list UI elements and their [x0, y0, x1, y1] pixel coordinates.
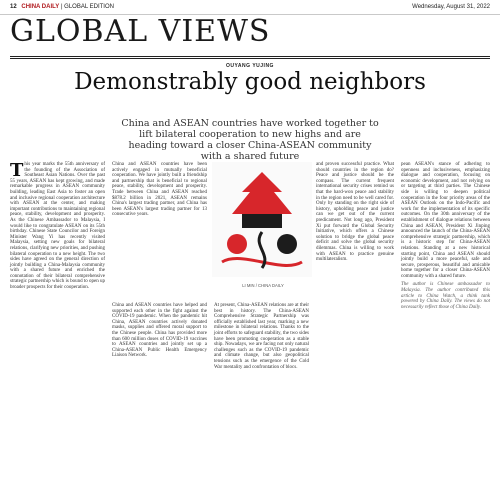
column-6-text: pean ASEAN's stance of adhering to openn… — [401, 162, 490, 279]
article-column-6: pean ASEAN's stance of adhering to openn… — [401, 162, 490, 310]
section-title: GLOBAL VIEWS — [10, 14, 271, 49]
page-number: 12 — [10, 4, 17, 10]
column-2-text: China and ASEAN countries have been acti… — [112, 162, 207, 218]
page-header: 12 CHINA DAILY | GLOBAL EDITION Wednesda… — [0, 0, 500, 15]
article-column-3: China and ASEAN countries have helped an… — [112, 303, 207, 359]
divider: | — [60, 4, 63, 10]
headline: Demonstrably good neighbors — [74, 69, 426, 95]
pagoda-roof-icon — [232, 172, 292, 214]
paper-cut-illustration — [212, 162, 312, 277]
column-1-text: his year marks the 55th anniversary of t… — [10, 162, 105, 291]
article-column-2: China and ASEAN countries have been acti… — [112, 162, 207, 218]
section-rule-2 — [10, 58, 490, 59]
standfirst: China and ASEAN countries have worked to… — [121, 118, 379, 162]
section-rule — [10, 56, 490, 57]
illustration-caption: LI MIN / CHINA DAILY — [242, 283, 284, 288]
flower-icon — [227, 234, 247, 254]
header-left: 12 CHINA DAILY | GLOBAL EDITION — [10, 4, 114, 10]
column-4-text: At present, China-ASEAN relations are at… — [214, 303, 309, 370]
temple-body-icon — [242, 214, 282, 228]
byline: OUYANG YUJING — [226, 63, 274, 69]
column-3-text: China and ASEAN countries have helped an… — [112, 303, 207, 359]
header-date: Wednesday, August 31, 2022 — [412, 4, 490, 10]
flower-icon — [277, 234, 297, 254]
article-column-5: and proven successful practice. What sho… — [316, 162, 394, 263]
illustration — [212, 162, 312, 277]
publication-name: CHINA DAILY — [21, 4, 60, 10]
section-tag: GLOBAL EDITION — [64, 4, 114, 10]
ribbon-icon — [257, 231, 267, 269]
column-5-text: and proven successful practice. What sho… — [316, 162, 394, 263]
author-note: The author is Chinese ambassador to Mala… — [401, 282, 490, 310]
article-column-1: T his year marks the 55th anniversary of… — [10, 162, 105, 291]
wave-icon — [221, 257, 303, 267]
drop-cap: T — [10, 160, 24, 181]
article-column-4: At present, China-ASEAN relations are at… — [214, 303, 309, 370]
